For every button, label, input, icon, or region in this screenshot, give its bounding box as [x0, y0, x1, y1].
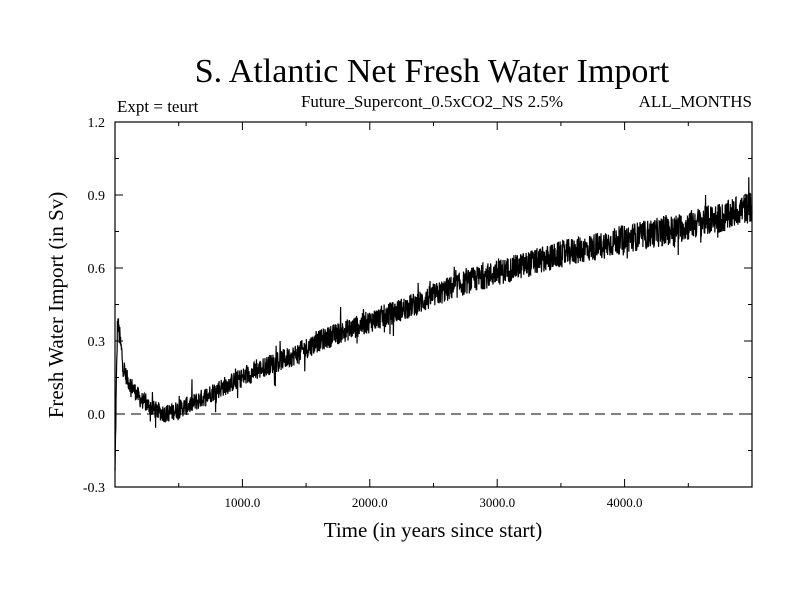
y-axis-label: Fresh Water Import (in Sv)	[44, 192, 68, 419]
chart-title: S. Atlantic Net Fresh Water Import	[195, 53, 670, 90]
y-tick-label: -0.3	[83, 481, 105, 496]
plot-area: 1000.0 2000.0 3000.0 4000.0 -0.3 0.0 0.3 0.6 0.9…	[83, 116, 753, 510]
x-tick-label: 2000.0	[352, 495, 388, 510]
y-tick-label: 1.2	[88, 116, 106, 131]
y-tick-label: 0.9	[88, 189, 106, 204]
months-label: ALL_MONTHS	[639, 92, 752, 111]
x-tick-label: 3000.0	[479, 495, 515, 510]
experiment-label: Expt = teurt	[117, 97, 199, 116]
y-tick-label: 0.3	[88, 335, 106, 350]
x-axis-label: Time (in years since start)	[324, 518, 543, 542]
y-tick-label: 0.0	[88, 408, 106, 423]
x-tick-label: 1000.0	[225, 495, 261, 510]
x-tick-label: 4000.0	[607, 495, 643, 510]
run-label: Future_Supercont_0.5xCO2_NS 2.5%	[301, 92, 563, 111]
plot-frame	[114, 121, 753, 488]
data-series-line	[114, 177, 753, 472]
y-tick-label: 0.6	[88, 262, 106, 277]
